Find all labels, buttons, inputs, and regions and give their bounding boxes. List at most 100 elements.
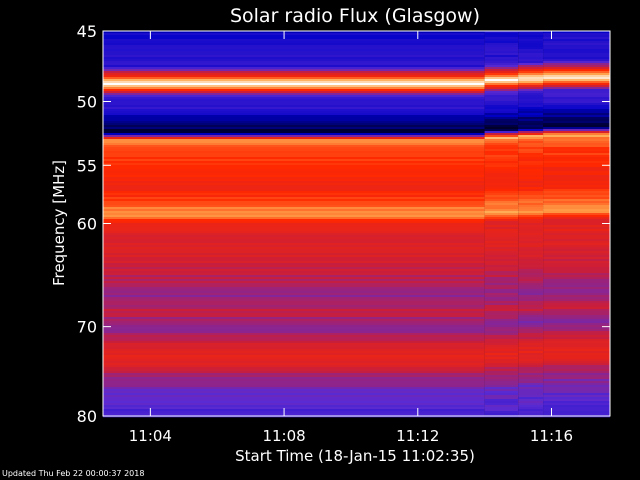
- heatmap-cell: [518, 183, 544, 186]
- heatmap-cell: [484, 161, 518, 164]
- heatmap-cell: [543, 69, 610, 72]
- heatmap-cell: [103, 139, 485, 142]
- heatmap-cell: [103, 87, 485, 90]
- heatmap-cell: [484, 183, 518, 186]
- heatmap-cell: [103, 255, 485, 258]
- heatmap-cell: [518, 37, 544, 40]
- heatmap-cell: [484, 227, 518, 230]
- heatmap-cell: [543, 35, 610, 38]
- y-tick-label: 50: [77, 93, 97, 112]
- heatmap-cell: [484, 269, 518, 272]
- heatmap-cell: [103, 117, 485, 120]
- heatmap-cell: [518, 49, 544, 52]
- heatmap-cell: [518, 315, 544, 318]
- heatmap-cell: [484, 63, 518, 66]
- heatmap-cell: [518, 381, 544, 384]
- heatmap-cell: [518, 203, 544, 206]
- heatmap-cell: [484, 169, 518, 172]
- heatmap-cell: [518, 385, 544, 388]
- heatmap-cell: [518, 205, 544, 208]
- heatmap-cell: [543, 53, 610, 56]
- heatmap-cell: [103, 135, 485, 138]
- heatmap-cell: [543, 411, 610, 414]
- heatmap-cell: [518, 149, 544, 152]
- x-tick-label: 11:12: [396, 427, 439, 445]
- heatmap-cell: [484, 185, 518, 188]
- x-tick-label: 11:08: [262, 427, 305, 445]
- heatmap-cell: [518, 185, 544, 188]
- heatmap-cell: [484, 157, 518, 160]
- heatmap-cell: [543, 391, 610, 394]
- heatmap-cell: [103, 141, 485, 144]
- heatmap-cell: [484, 345, 518, 348]
- heatmap-cell: [103, 383, 485, 386]
- heatmap-cell: [484, 315, 518, 318]
- heatmap-cell: [518, 75, 544, 78]
- heatmap-cell: [518, 151, 544, 154]
- heatmap-cell: [543, 51, 610, 54]
- heatmap-cell: [484, 329, 518, 332]
- heatmap-cell: [543, 81, 610, 84]
- heatmap-cell: [484, 135, 518, 138]
- heatmap-cell: [103, 163, 485, 166]
- heatmap-cell: [103, 339, 485, 342]
- heatmap-cell: [484, 95, 518, 98]
- heatmap-cell: [518, 107, 544, 110]
- heatmap-cell: [484, 357, 518, 360]
- heatmap-cell: [484, 77, 518, 80]
- heatmap-cell: [484, 57, 518, 60]
- heatmap-cell: [103, 83, 485, 86]
- heatmap-cell: [518, 253, 544, 256]
- heatmap-cell: [518, 63, 544, 66]
- heatmap-cell: [484, 337, 518, 340]
- heatmap-cell: [543, 201, 610, 204]
- heatmap-cell: [543, 87, 610, 90]
- heatmap-cell: [103, 175, 485, 178]
- heatmap-cell: [484, 33, 518, 36]
- heatmap-cell: [103, 397, 485, 400]
- heatmap-cell: [543, 313, 610, 316]
- heatmap-cell: [484, 79, 518, 82]
- heatmap-cell: [518, 295, 544, 298]
- heatmap-cell: [103, 257, 485, 260]
- heatmap-cell: [543, 275, 610, 278]
- heatmap-cell: [543, 101, 610, 104]
- heatmap-cell: [543, 299, 610, 302]
- heatmap-cell: [103, 307, 485, 310]
- heatmap-cell: [103, 49, 485, 52]
- heatmap-cell: [103, 195, 485, 198]
- heatmap-cell: [103, 111, 485, 114]
- heatmap-cell: [103, 143, 485, 146]
- heatmap-cell: [543, 317, 610, 320]
- heatmap-cell: [518, 169, 544, 172]
- heatmap-cell: [518, 413, 544, 416]
- heatmap-cell: [518, 73, 544, 76]
- heatmap-cell: [543, 63, 610, 66]
- heatmap-cell: [484, 245, 518, 248]
- heatmap-cell: [518, 305, 544, 308]
- heatmap-cell: [543, 289, 610, 292]
- heatmap-cell: [518, 71, 544, 74]
- heatmap-cell: [103, 177, 485, 180]
- heatmap-cell: [543, 115, 610, 118]
- heatmap-cell: [484, 303, 518, 306]
- heatmap-cell: [543, 269, 610, 272]
- heatmap-cell: [103, 313, 485, 316]
- heatmap-cell: [518, 101, 544, 104]
- y-tick-label: 45: [77, 22, 97, 41]
- heatmap-cell: [484, 397, 518, 400]
- heatmap-cell: [518, 113, 544, 116]
- heatmap-cell: [518, 257, 544, 260]
- heatmap-cell: [518, 371, 544, 374]
- heatmap-cell: [103, 155, 485, 158]
- heatmap-cell: [103, 283, 485, 286]
- heatmap-cell: [484, 219, 518, 222]
- heatmap-cell: [103, 37, 485, 40]
- heatmap-cell: [543, 361, 610, 364]
- heatmap-cell: [484, 139, 518, 142]
- heatmap-cell: [103, 115, 485, 118]
- heatmap-cell: [484, 273, 518, 276]
- heatmap-cell: [543, 189, 610, 192]
- heatmap-cell: [518, 237, 544, 240]
- heatmap-cell: [484, 69, 518, 72]
